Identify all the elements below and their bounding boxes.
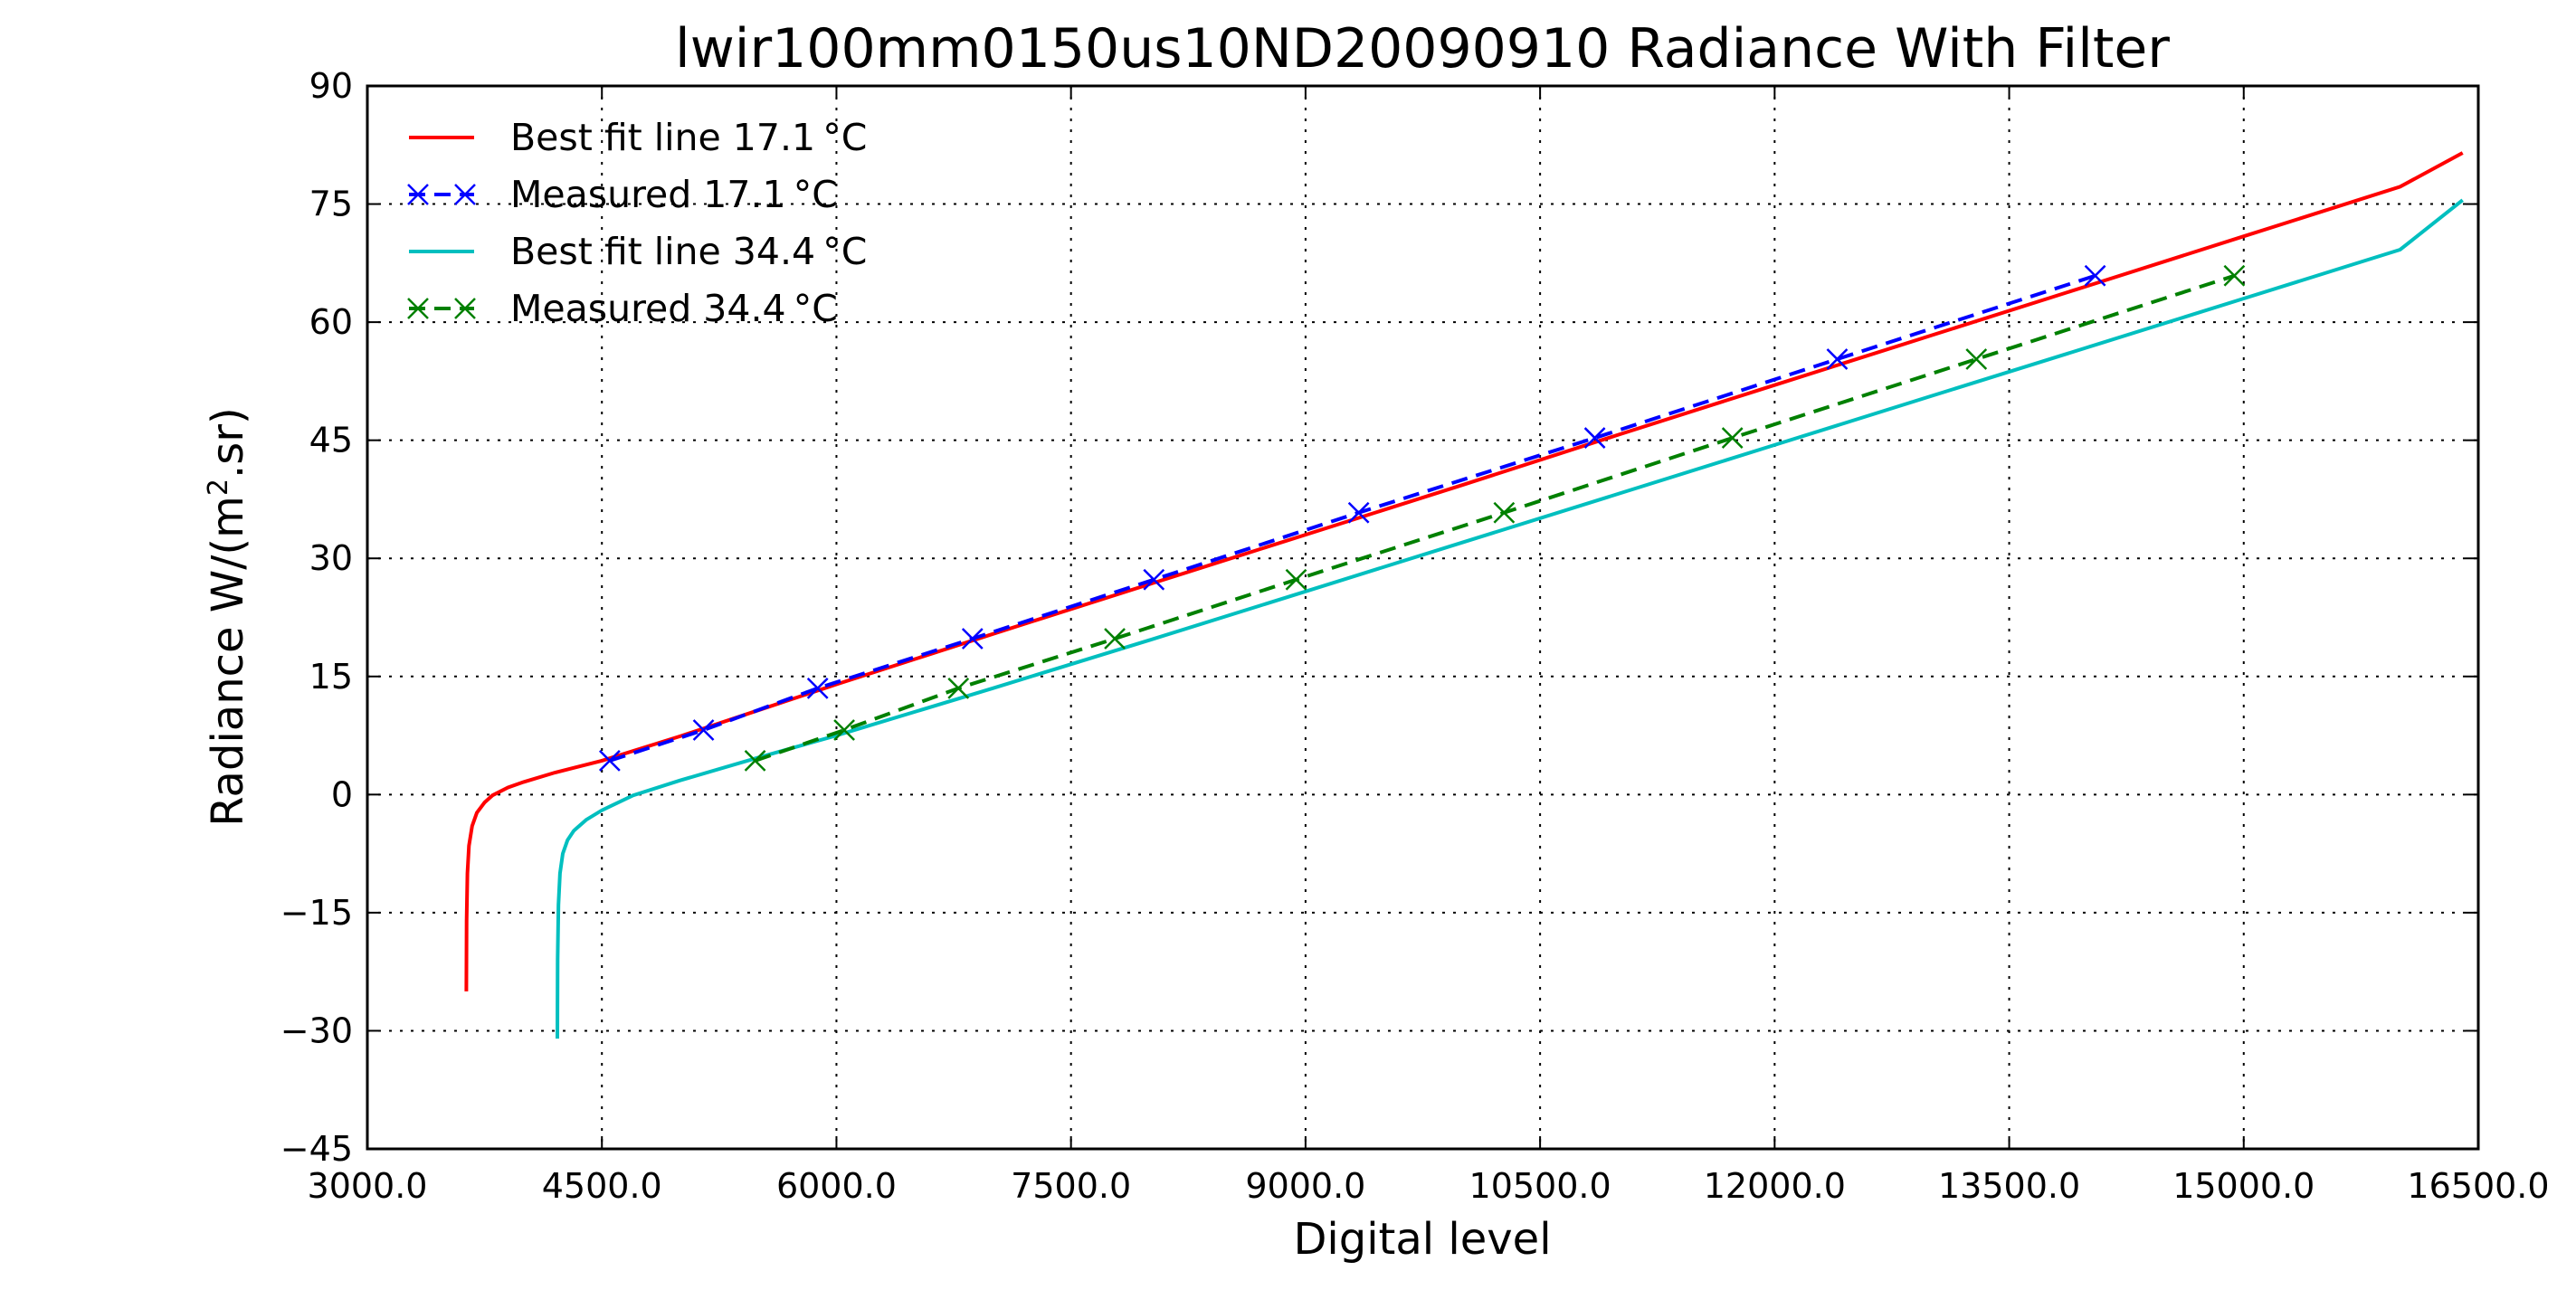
- measured-point-marker: [598, 750, 621, 772]
- legend-marker: [407, 298, 429, 319]
- measured-point-marker: [961, 628, 984, 650]
- x-axis-label: Digital level: [1293, 1214, 1551, 1265]
- y-tick-label: 0: [331, 774, 353, 814]
- measured-point-marker: [1583, 427, 1606, 449]
- y-tick-label: 15: [309, 657, 353, 697]
- y-axis-label-superscript: 2: [203, 479, 234, 496]
- legend-label: Measured 17.1 °C: [510, 173, 838, 216]
- measured-point-marker: [1143, 568, 1165, 591]
- measured-point-marker: [1493, 501, 1516, 524]
- axes-frame: [366, 84, 2480, 1151]
- grid-lines: [367, 86, 2478, 1149]
- axis-ticks: [366, 85, 2479, 1150]
- y-tick-label: −15: [280, 893, 353, 933]
- y-tick-label: 60: [309, 302, 353, 342]
- x-tick-label: 4500.0: [542, 1166, 662, 1206]
- measured-point-marker: [1285, 568, 1307, 591]
- y-tick-labels: −45 −30 −15 0 15 30 45 60 75 90: [280, 66, 353, 1169]
- measured-point-marker: [1721, 427, 1744, 449]
- y-tick-label: 90: [309, 66, 353, 106]
- x-tick-label: 16500.0: [2407, 1166, 2549, 1206]
- x-tick-label: 9000.0: [1245, 1166, 1365, 1206]
- measured-point-marker: [2223, 264, 2246, 287]
- measured-point-marker: [744, 750, 766, 772]
- x-tick-label: 6000.0: [776, 1166, 897, 1206]
- x-tick-label: 12000.0: [1704, 1166, 1846, 1206]
- measured-point-marker: [692, 719, 715, 741]
- measured-point-marker: [947, 677, 970, 699]
- legend-marker: [454, 298, 476, 319]
- legend-label: Best fit line 34.4 °C: [510, 230, 867, 273]
- legend-label: Measured 34.4 °C: [510, 287, 838, 330]
- x-tick-label: 10500.0: [1469, 1166, 1611, 1206]
- y-tick-label: 30: [309, 538, 353, 578]
- x-tick-label: 7500.0: [1011, 1166, 1131, 1206]
- measured-point-marker: [833, 719, 855, 741]
- x-tick-label: 3000.0: [308, 1166, 428, 1206]
- x-tick-label: 13500.0: [1938, 1166, 2080, 1206]
- legend: Best fit line 17.1 °C Measured 17.1 °C Bes…: [407, 116, 867, 330]
- x-tick-label: 15000.0: [2172, 1166, 2315, 1206]
- fit-line-series-2: [556, 198, 2464, 1039]
- y-axis-label: Radiance W/(m2.sr): [203, 407, 254, 826]
- measured-point-marker: [1826, 348, 1849, 370]
- legend-label: Best fit line 17.1 °C: [510, 116, 867, 159]
- legend-marker: [454, 184, 476, 205]
- measured-point-marker: [806, 677, 829, 699]
- y-tick-label: −45: [280, 1129, 353, 1169]
- x-tick-labels: 3000.0 4500.0 6000.0 7500.0 9000.0 10500.0 120…: [308, 1166, 2550, 1206]
- measured-point-marker: [1965, 348, 1988, 370]
- y-axis-label-main: Radiance W/(m: [203, 496, 253, 827]
- y-tick-label: 45: [309, 421, 353, 460]
- measured-point-marker: [1104, 628, 1126, 650]
- y-tick-label: 75: [309, 185, 353, 224]
- measured-point-marker: [2084, 264, 2106, 287]
- measured-point-marker: [1347, 501, 1370, 524]
- legend-marker: [407, 184, 429, 205]
- chart-title: lwir100mm0150us10ND20090910 Radiance Wit…: [675, 17, 2170, 81]
- y-tick-label: −30: [280, 1010, 353, 1050]
- y-axis-label-tail: .sr): [203, 407, 253, 479]
- plot-area: [464, 151, 2464, 1039]
